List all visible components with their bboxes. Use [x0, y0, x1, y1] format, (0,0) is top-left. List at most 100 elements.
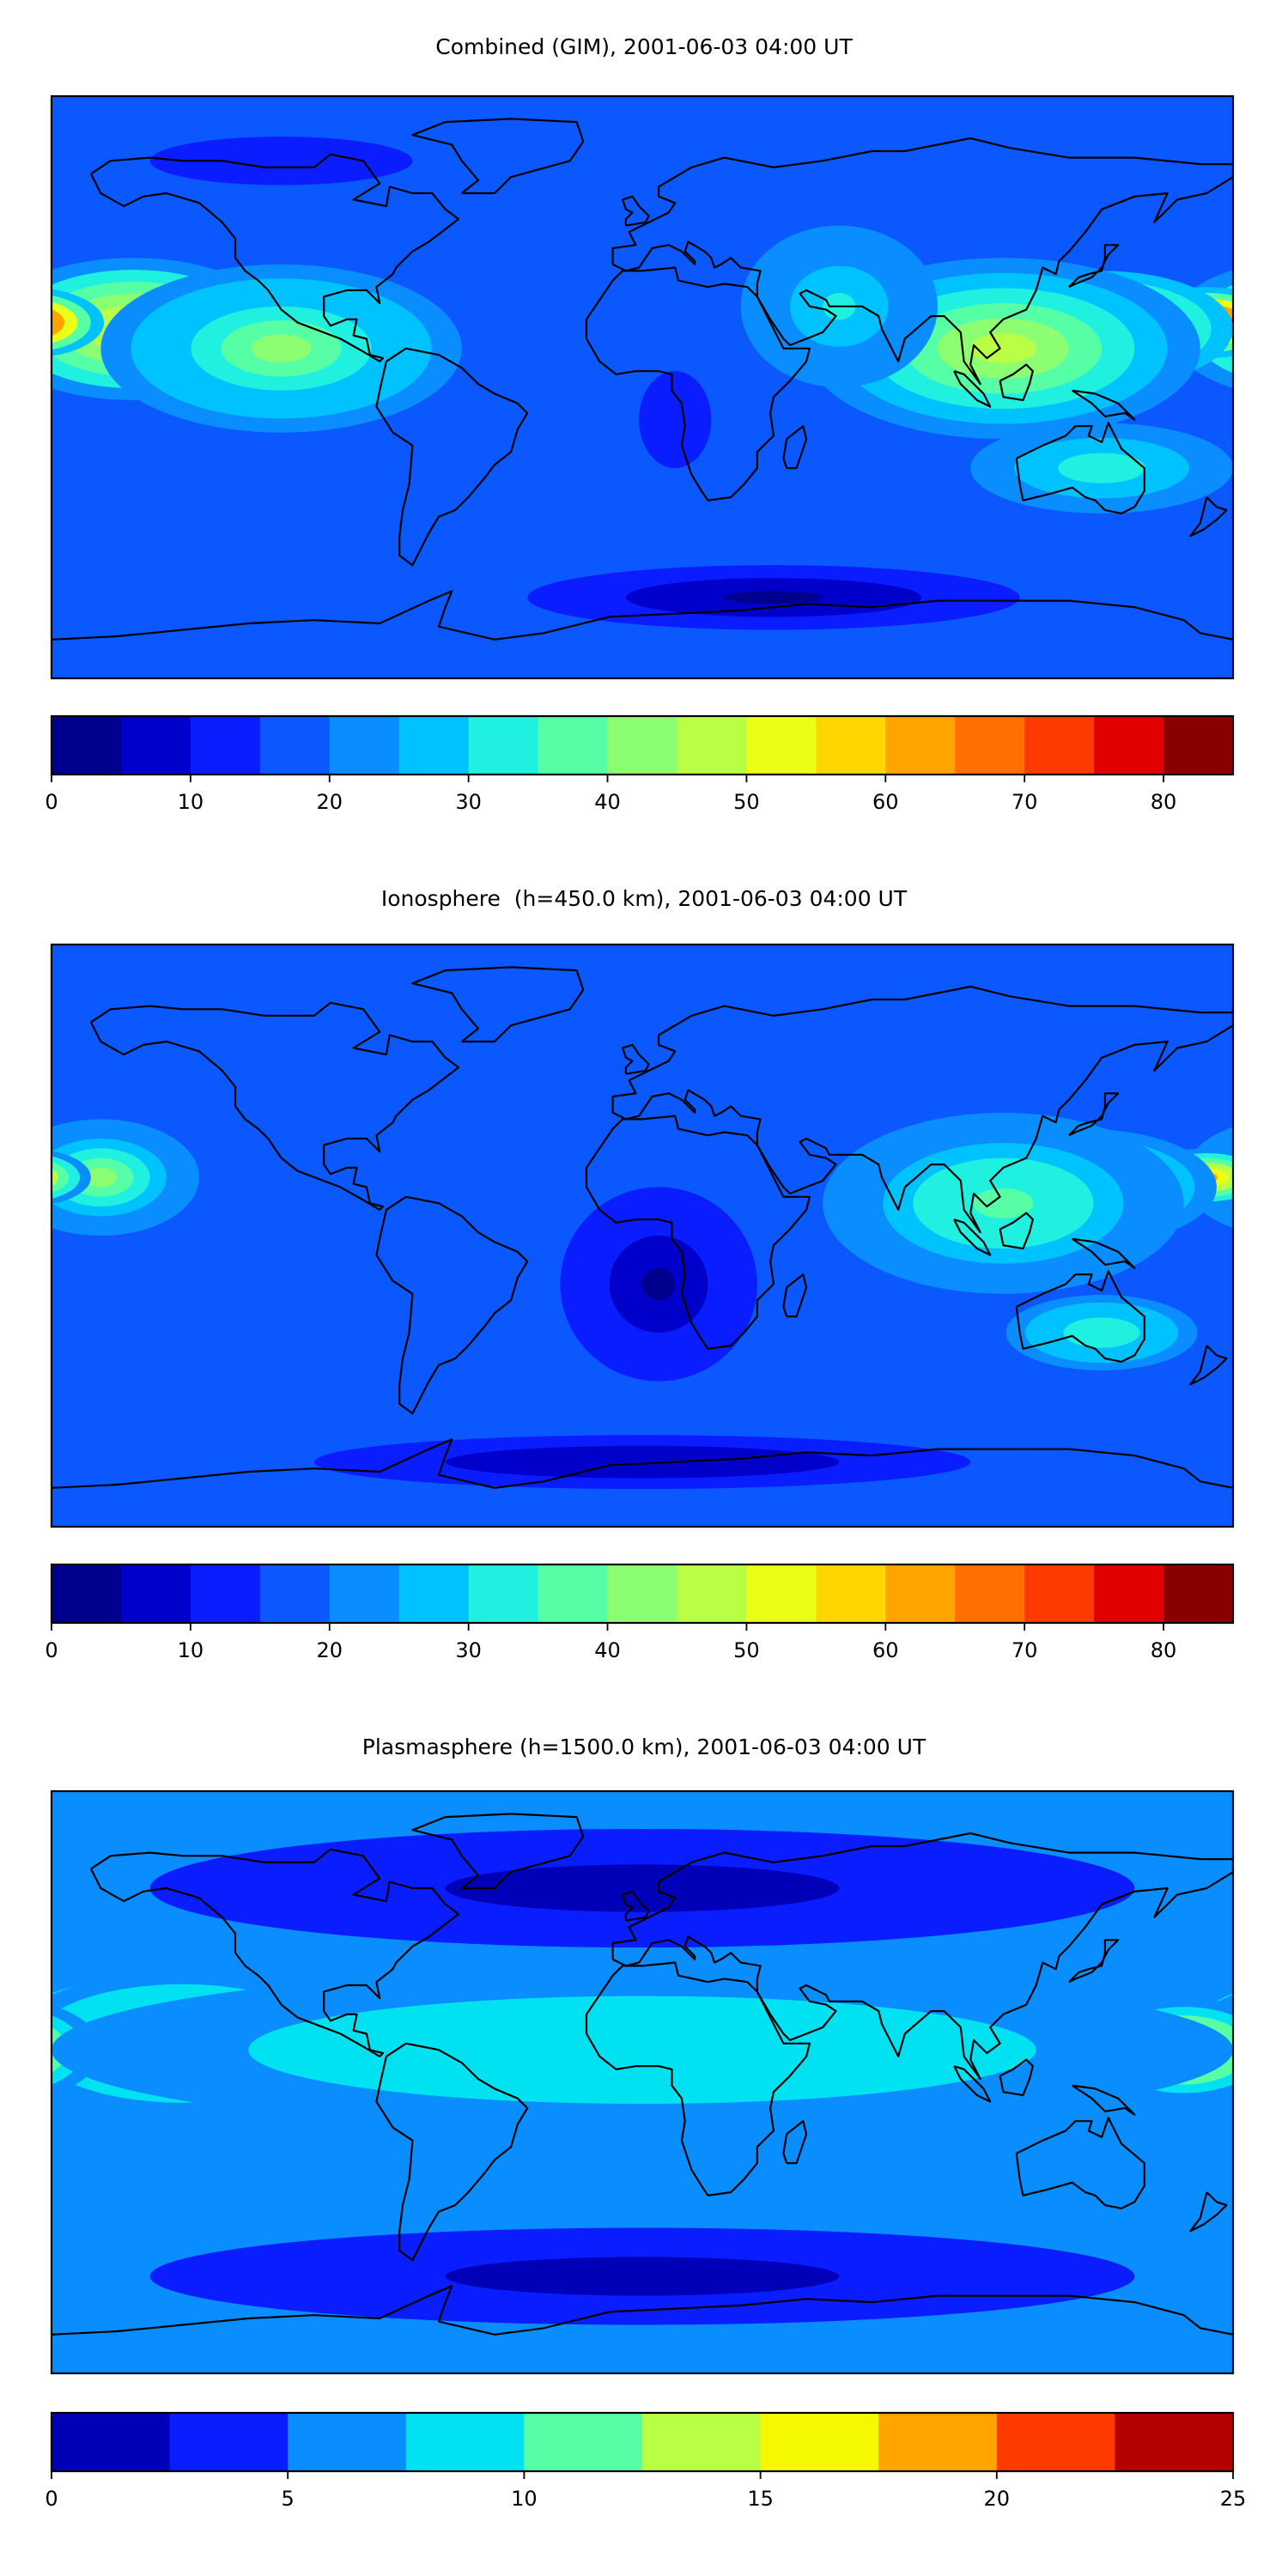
colorbar-tick-label: 20	[316, 790, 343, 814]
colorbar-segment	[816, 716, 886, 775]
greenland-coast	[411, 1813, 585, 1890]
south-america-coast	[375, 347, 529, 567]
new-guinea-coast	[1072, 2084, 1136, 2116]
north-america-coast	[89, 153, 460, 362]
colorbar-tick-label: 0	[45, 1638, 58, 1662]
colorbar: 0 5 10 15 20 25	[45, 2411, 1247, 2511]
colorbar-tick-label: 80	[1151, 1638, 1177, 1662]
colorbar-tick-label: 60	[872, 790, 899, 814]
colorbar: 0 10 20 30 40 50 60 70 80	[45, 1563, 1235, 1662]
colorbar-segment	[468, 1564, 539, 1623]
antarctica-coast	[52, 1438, 1233, 1489]
colorbar-tick-label: 5	[282, 2487, 295, 2511]
tec-field	[52, 945, 1233, 1527]
colorbar-segment	[524, 2413, 643, 2471]
tec-field	[52, 1791, 1233, 2373]
colorbar-segment	[996, 2413, 1115, 2471]
colorbar-segment	[607, 716, 678, 775]
japan-coast	[1068, 1092, 1120, 1137]
coastlines	[52, 1813, 1233, 2336]
colorbar-frame	[50, 2411, 1235, 2473]
chart-title: Ionosphere (h=450.0 km), 2001-06-03 04:0…	[380, 886, 908, 911]
colorbar-segment	[955, 1564, 1025, 1623]
colorbar-segment	[259, 716, 331, 775]
map-frame	[50, 943, 1235, 1528]
colorbar-segment	[288, 2413, 407, 2471]
colorbar-segment	[52, 1564, 122, 1623]
tec-contour-band	[663, 403, 688, 436]
colorbar-tick-label: 70	[1012, 790, 1038, 814]
colorbar-segment	[955, 716, 1025, 775]
australia-coast	[1015, 2117, 1145, 2209]
eurasia-coast	[611, 985, 1233, 1234]
colorbar-segment	[642, 2413, 762, 2471]
colorbar-segment	[1094, 1564, 1164, 1623]
eurasia-coast	[611, 1832, 1233, 2081]
greenland-coast	[411, 966, 585, 1043]
new-guinea-coast	[1072, 1237, 1136, 1269]
colorbar-segment	[52, 2413, 171, 2471]
tec-contour-band	[1014, 2190, 1059, 2202]
colorbar-segment	[677, 1564, 748, 1623]
colorbar-segment	[538, 1564, 609, 1623]
colorbar-segment	[468, 716, 539, 775]
tec-contour-band	[1079, 460, 1124, 476]
colorbar-tick-label: 0	[45, 790, 58, 814]
colorbar-segment	[190, 1564, 261, 1623]
colorbar-segment	[746, 1564, 817, 1623]
uk-coast	[622, 195, 650, 227]
tec-contour-band	[52, 1162, 70, 1194]
tec-contour-band	[544, 2036, 741, 2064]
map-panel	[50, 943, 1235, 1528]
colorbar-tick-label: 0	[45, 2487, 58, 2511]
colorbar-segment	[405, 2413, 525, 2471]
greenland-coast	[411, 118, 585, 195]
colorbar-segment	[398, 1564, 470, 1623]
colorbar-tick-label: 40	[594, 1638, 621, 1662]
colorbar-tick-label: 30	[455, 1638, 482, 1662]
tec-contour-band	[544, 2266, 741, 2287]
tec-contour-band	[251, 334, 312, 363]
colorbar-segment	[52, 716, 122, 775]
borneo-coast	[999, 2058, 1034, 2097]
colorbar-segment	[1163, 716, 1234, 775]
colorbar-tick-label: 10	[178, 1638, 204, 1662]
colorbar-segment	[885, 716, 956, 775]
chart-title: Plasmasphere (h=1500.0 km), 2001-06-03 0…	[361, 1735, 927, 1759]
new-zealand-coast	[1189, 1345, 1228, 1386]
borneo-coast	[999, 363, 1034, 402]
colorbar-segment	[1024, 716, 1095, 775]
australia-coast	[1015, 1270, 1145, 1363]
uk-coast	[622, 1043, 650, 1075]
borneo-coast	[999, 1212, 1034, 1250]
eurasia-coast	[611, 137, 1233, 386]
tec-contour-band	[970, 333, 1036, 364]
tec-contour-band	[237, 152, 325, 169]
tec-contour-band	[973, 1188, 1034, 1218]
colorbar-segment	[878, 2413, 998, 2471]
sumatra-coast	[953, 370, 992, 408]
colorbar-segment	[169, 2413, 289, 2471]
japan-coast	[1068, 1939, 1120, 1984]
colorbar-tick-label: 50	[733, 790, 760, 814]
sumatra-coast	[953, 2065, 992, 2103]
map-panel	[50, 94, 1235, 680]
colorbar-tick-label: 25	[1220, 2487, 1247, 2511]
colorbar-tick-label: 80	[1151, 790, 1177, 814]
colorbar-tick-label: 40	[594, 790, 621, 814]
tec-contour-band	[1200, 137, 1233, 185]
south-america-coast	[375, 2042, 529, 2262]
tec-contour-band	[1082, 1325, 1121, 1340]
north-america-coast	[89, 1001, 460, 1211]
colorbar-tick-label: 60	[872, 1638, 899, 1662]
colorbar-tick-label: 70	[1012, 1638, 1038, 1662]
antarctica-coast	[52, 2285, 1233, 2336]
map-frame	[50, 94, 1235, 680]
japan-coast	[1068, 244, 1120, 289]
madagascar-coast	[782, 425, 808, 470]
colorbar: 0 10 20 30 40 50 60 70 80	[45, 714, 1235, 814]
colorbar-tick-label: 50	[733, 1638, 760, 1662]
colorbar-segment	[120, 716, 191, 775]
colorbar-segment	[1163, 1564, 1234, 1623]
tec-contour-band	[544, 1876, 741, 1900]
